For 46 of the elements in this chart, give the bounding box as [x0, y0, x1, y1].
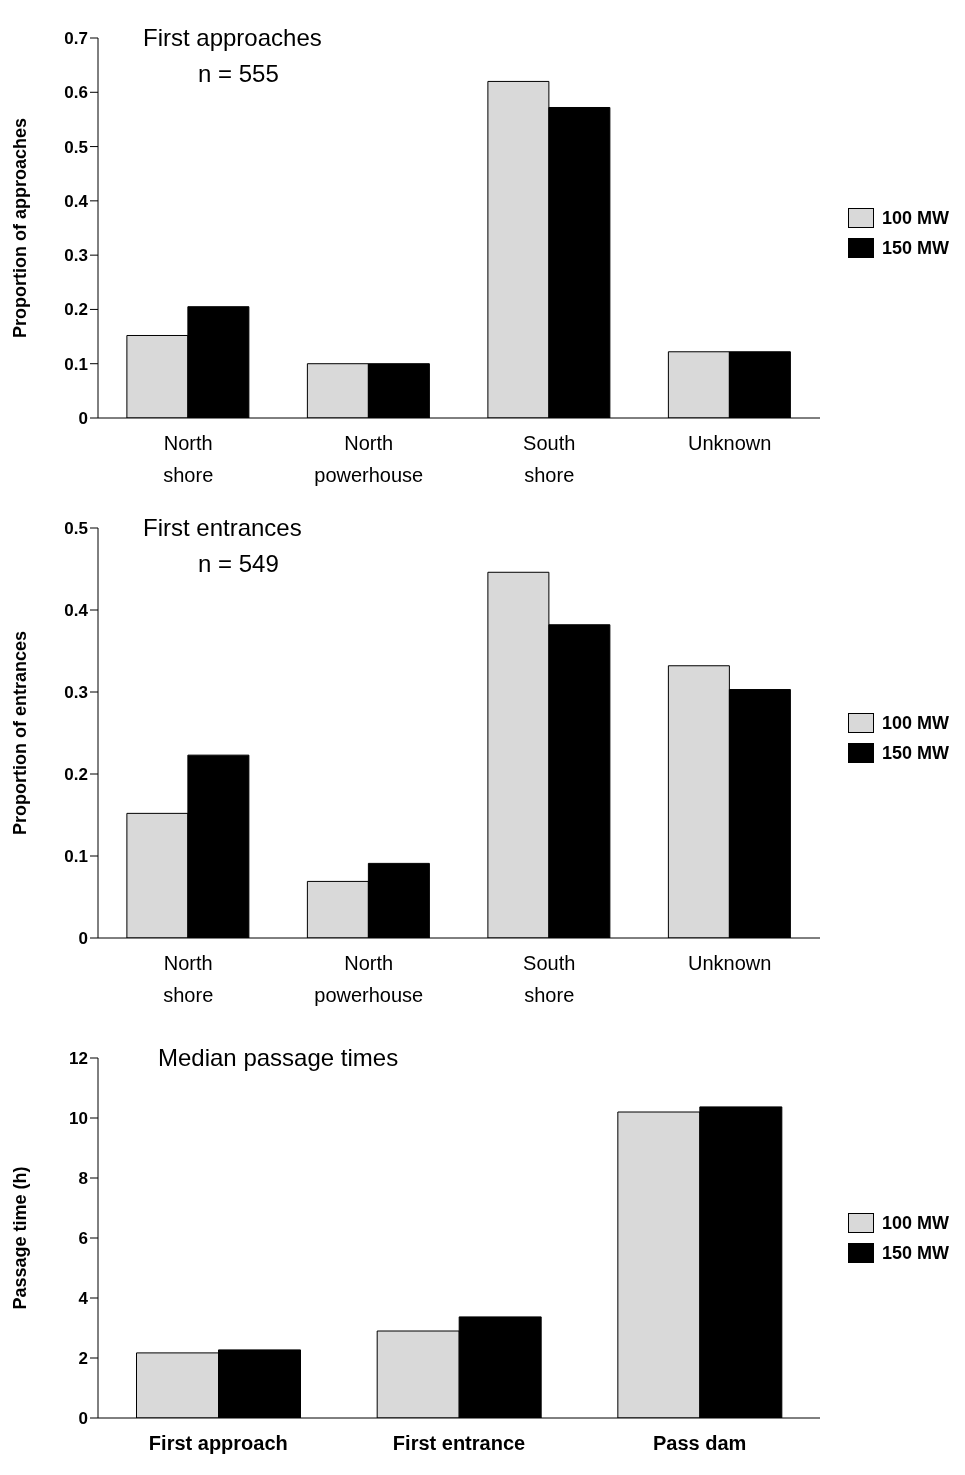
x-tick-label: North powerhouse — [314, 952, 424, 1006]
legend-label: 150 MW — [882, 237, 950, 259]
y-axis-title: Proportion of approaches — [10, 117, 31, 339]
y-tick-label: 0.1 — [64, 354, 88, 374]
x-tick-label: Unknown — [688, 952, 772, 974]
y-tick-label: 2 — [78, 1349, 88, 1369]
chart-title: First approaches — [143, 23, 322, 53]
y-tick-label: 0.4 — [64, 601, 89, 621]
y-tick-label: 0.4 — [64, 191, 89, 211]
y-axis-title: Proportion of entrances — [10, 630, 31, 836]
legend-label: 150 MW — [882, 742, 950, 764]
y-tick-label: 8 — [78, 1169, 88, 1189]
y-tick-label: 0.2 — [64, 300, 88, 320]
x-tick-label: South shore — [523, 952, 576, 1006]
x-tick-label: First entrance — [392, 1432, 526, 1454]
text: n = 549 — [197, 549, 280, 579]
x-tick-label: Unknown — [688, 432, 772, 454]
y-tick-label: 0.7 — [64, 29, 88, 49]
legend-label: 100 MW — [882, 207, 950, 229]
y-tick-label: 0.2 — [64, 765, 88, 785]
x-tick-label: North powerhouse — [314, 432, 424, 486]
y-tick-label: 0.5 — [64, 137, 88, 157]
y-tick-label: 6 — [78, 1229, 88, 1249]
y-tick-label: 0.3 — [64, 246, 88, 266]
x-tick-label: North shore — [163, 952, 214, 1006]
y-axis-title: Passage time (h) — [10, 1166, 31, 1310]
y-tick-label: 0.5 — [64, 519, 88, 539]
x-tick-label: First approach — [148, 1432, 288, 1454]
x-tick-label: Pass dam — [652, 1432, 747, 1454]
y-tick-label: 4 — [78, 1289, 89, 1309]
y-tick-label: 0 — [78, 1409, 88, 1429]
y-tick-label: 0 — [78, 929, 88, 949]
x-tick-label: North shore — [163, 432, 214, 486]
y-tick-label: 10 — [69, 1109, 88, 1129]
legend-label: 100 MW — [882, 1212, 950, 1234]
y-tick-label: 0.1 — [64, 847, 88, 867]
y-tick-label: 0.6 — [64, 83, 88, 103]
x-tick-label: South shore — [523, 432, 576, 486]
chart-title: Median passage times — [158, 1043, 399, 1073]
legend-label: 100 MW — [882, 712, 950, 734]
chart-title: First entrances — [143, 513, 302, 543]
y-tick-label: 0 — [78, 409, 88, 429]
text: n = 555 — [197, 59, 280, 89]
y-tick-label: 12 — [69, 1049, 88, 1069]
y-tick-label: 0.3 — [64, 683, 88, 703]
legend-label: 150 MW — [882, 1242, 950, 1264]
